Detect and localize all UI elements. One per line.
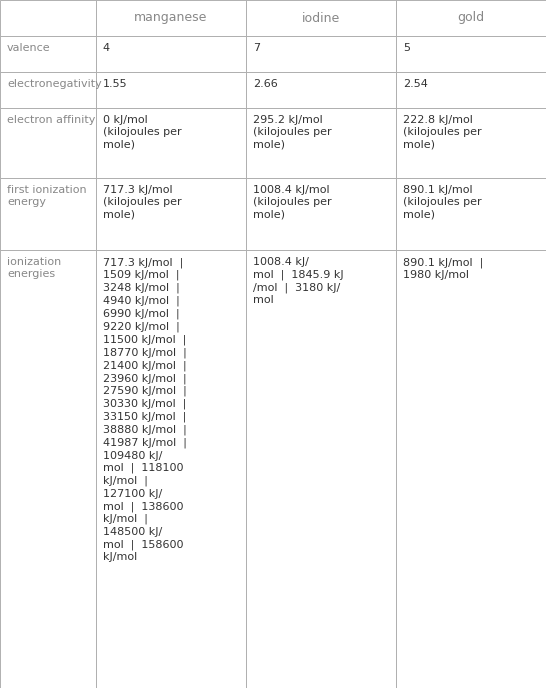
Text: valence: valence [7, 43, 51, 53]
Bar [96, 178, 246, 250]
Text: 717.3 kJ/mol
(kilojoules per
mole): 717.3 kJ/mol (kilojoules per mole) [103, 185, 181, 219]
Text: electron affinity: electron affinity [7, 115, 96, 125]
Text: 0 kJ/mol
(kilojoules per
mole): 0 kJ/mol (kilojoules per mole) [103, 115, 181, 150]
Bar [246, 72, 396, 108]
Bar [0, 0, 96, 36]
Bar [246, 0, 396, 36]
Bar [246, 108, 396, 178]
Bar [396, 178, 546, 250]
Bar [246, 250, 396, 688]
Bar [0, 250, 96, 688]
Text: manganese: manganese [134, 12, 207, 25]
Text: 4: 4 [103, 43, 110, 53]
Bar [96, 36, 246, 72]
Bar [396, 108, 546, 178]
Bar [96, 250, 246, 688]
Text: electronegativity: electronegativity [7, 79, 102, 89]
Text: 1008.4 kJ/mol
(kilojoules per
mole): 1008.4 kJ/mol (kilojoules per mole) [253, 185, 331, 219]
Text: 2.66: 2.66 [253, 79, 277, 89]
Text: iodine: iodine [301, 12, 340, 25]
Bar [0, 178, 96, 250]
Bar [96, 108, 246, 178]
Text: 717.3 kJ/mol  |
1509 kJ/mol  |
3248 kJ/mol  |
4940 kJ/mol  |
6990 kJ/mol  |
9220: 717.3 kJ/mol | 1509 kJ/mol | 3248 kJ/mol… [103, 257, 186, 562]
Bar [396, 250, 546, 688]
Text: 5: 5 [403, 43, 410, 53]
Bar [96, 0, 246, 36]
Text: 1.55: 1.55 [103, 79, 127, 89]
Bar [396, 0, 546, 36]
Text: 295.2 kJ/mol
(kilojoules per
mole): 295.2 kJ/mol (kilojoules per mole) [253, 115, 331, 150]
Text: 222.8 kJ/mol
(kilojoules per
mole): 222.8 kJ/mol (kilojoules per mole) [403, 115, 482, 150]
Text: 890.1 kJ/mol
(kilojoules per
mole): 890.1 kJ/mol (kilojoules per mole) [403, 185, 482, 219]
Text: 2.54: 2.54 [403, 79, 428, 89]
Text: ionization
energies: ionization energies [7, 257, 61, 279]
Bar [396, 36, 546, 72]
Bar [246, 178, 396, 250]
Text: first ionization
energy: first ionization energy [7, 185, 87, 207]
Bar [0, 72, 96, 108]
Bar [246, 36, 396, 72]
Bar [0, 108, 96, 178]
Bar [96, 72, 246, 108]
Bar [0, 36, 96, 72]
Text: 7: 7 [253, 43, 260, 53]
Bar [396, 72, 546, 108]
Text: gold: gold [458, 12, 484, 25]
Text: 1008.4 kJ/
mol  |  1845.9 kJ
/mol  |  3180 kJ/
mol: 1008.4 kJ/ mol | 1845.9 kJ /mol | 3180 k… [253, 257, 343, 305]
Text: 890.1 kJ/mol  |
1980 kJ/mol: 890.1 kJ/mol | 1980 kJ/mol [403, 257, 483, 280]
